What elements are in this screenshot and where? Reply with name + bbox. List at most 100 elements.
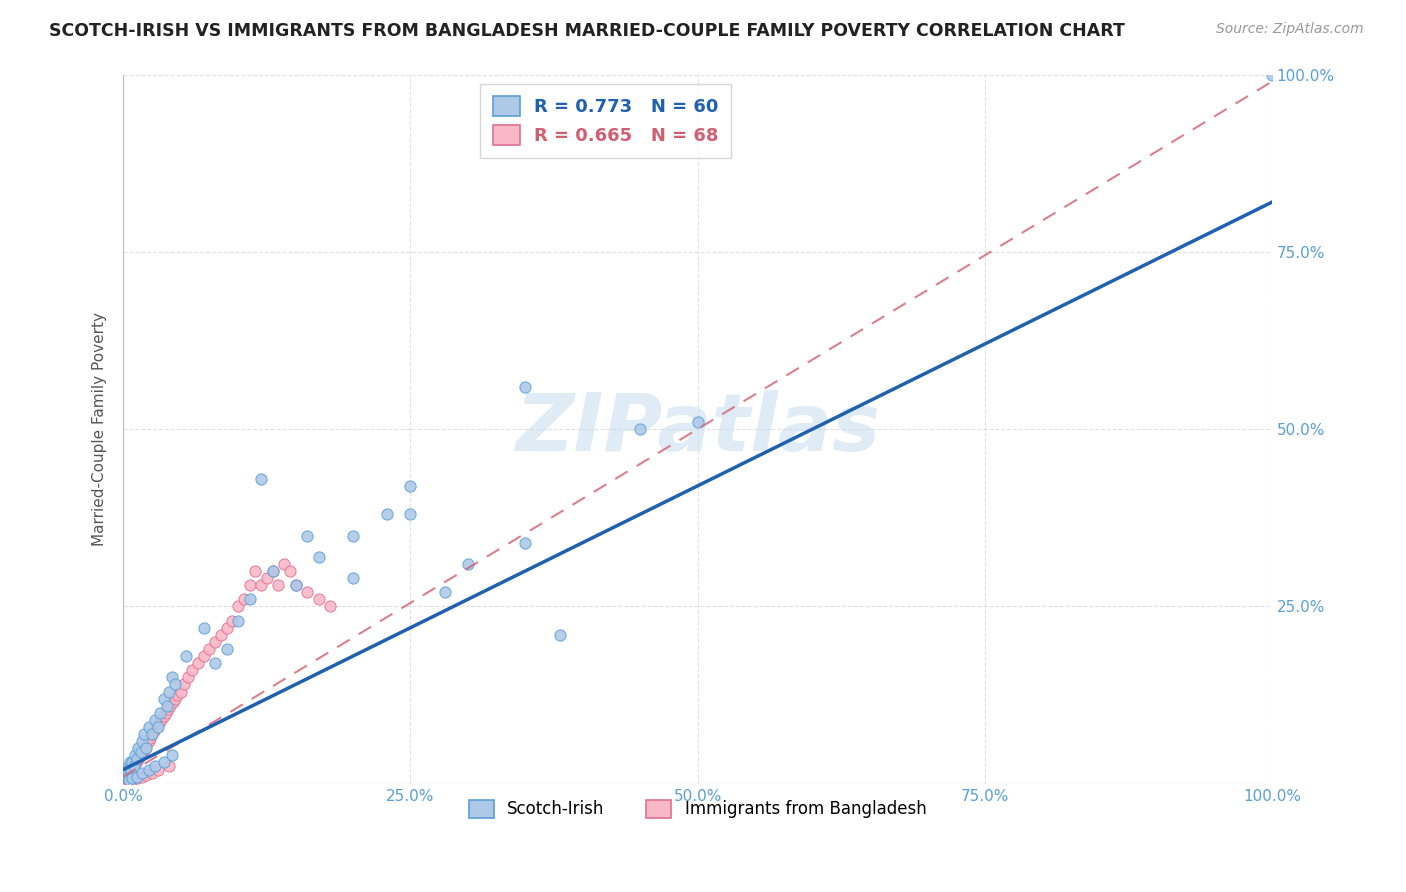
Point	[163, 691, 186, 706]
Point	[127, 771, 149, 785]
Point	[166, 688, 188, 702]
Point	[138, 763, 160, 777]
Point	[118, 774, 141, 789]
Point	[215, 621, 238, 635]
Point	[156, 698, 179, 713]
Point	[176, 670, 198, 684]
Point	[150, 713, 173, 727]
Point	[221, 614, 243, 628]
Point	[457, 557, 479, 571]
Point	[226, 614, 249, 628]
Point	[267, 578, 290, 592]
Point	[204, 656, 226, 670]
Point	[127, 752, 149, 766]
Point	[124, 748, 146, 763]
Point	[118, 773, 141, 788]
Point	[128, 749, 150, 764]
Point	[117, 770, 139, 784]
Point	[245, 564, 267, 578]
Point	[262, 564, 284, 578]
Point	[115, 763, 138, 777]
Point	[132, 745, 155, 759]
Point	[198, 642, 221, 657]
Point	[114, 766, 136, 780]
Point	[239, 592, 262, 607]
Point	[159, 698, 181, 713]
Point	[278, 564, 301, 578]
Point	[157, 759, 180, 773]
Point	[152, 756, 174, 770]
Point	[129, 745, 152, 759]
Point	[117, 768, 139, 782]
Point	[342, 528, 364, 542]
Point	[127, 770, 149, 784]
Point	[121, 773, 143, 788]
Point	[515, 379, 537, 393]
Text: SCOTCH-IRISH VS IMMIGRANTS FROM BANGLADESH MARRIED-COUPLE FAMILY POVERTY CORRELA: SCOTCH-IRISH VS IMMIGRANTS FROM BANGLADE…	[49, 22, 1125, 40]
Point	[120, 756, 142, 770]
Point	[115, 770, 138, 784]
Point	[131, 747, 153, 761]
Point	[145, 720, 167, 734]
Point	[127, 752, 149, 766]
Point	[342, 571, 364, 585]
Point	[193, 621, 215, 635]
Point	[160, 748, 183, 763]
Point	[1261, 68, 1284, 82]
Point	[256, 571, 278, 585]
Point	[377, 507, 399, 521]
Point	[628, 422, 651, 436]
Point	[308, 592, 330, 607]
Point	[163, 677, 186, 691]
Point	[152, 691, 174, 706]
Point	[204, 635, 226, 649]
Point	[145, 759, 167, 773]
Text: ZIPatlas: ZIPatlas	[515, 390, 880, 468]
Point	[118, 766, 141, 780]
Point	[134, 741, 156, 756]
Point	[131, 770, 153, 784]
Point	[120, 763, 142, 777]
Point	[145, 713, 167, 727]
Point	[131, 766, 153, 780]
Point	[433, 585, 456, 599]
Point	[173, 677, 195, 691]
Point	[135, 741, 157, 756]
Point	[122, 759, 145, 773]
Point	[120, 764, 142, 778]
Point	[146, 763, 169, 777]
Point	[162, 695, 184, 709]
Point	[295, 528, 318, 542]
Point	[141, 727, 163, 741]
Point	[399, 507, 422, 521]
Y-axis label: Married-Couple Family Poverty: Married-Couple Family Poverty	[93, 312, 107, 546]
Legend: Scotch-Irish, Immigrants from Bangladesh: Scotch-Irish, Immigrants from Bangladesh	[463, 793, 934, 825]
Point	[138, 720, 160, 734]
Point	[120, 763, 142, 777]
Point	[181, 663, 204, 677]
Point	[121, 771, 143, 785]
Point	[686, 415, 709, 429]
Point	[295, 585, 318, 599]
Point	[319, 599, 342, 614]
Text: Source: ZipAtlas.com: Source: ZipAtlas.com	[1216, 22, 1364, 37]
Point	[122, 759, 145, 773]
Point	[132, 742, 155, 756]
Point	[193, 649, 215, 664]
Point	[138, 734, 160, 748]
Point	[114, 771, 136, 785]
Point	[124, 756, 146, 771]
Point	[187, 656, 209, 670]
Point	[121, 756, 143, 770]
Point	[170, 684, 193, 698]
Point	[127, 741, 149, 756]
Point	[209, 628, 232, 642]
Point	[131, 734, 153, 748]
Point	[135, 768, 157, 782]
Point	[138, 731, 160, 745]
Point	[148, 716, 170, 731]
Point	[136, 736, 159, 750]
Point	[215, 642, 238, 657]
Point	[149, 706, 172, 720]
Point	[176, 649, 198, 664]
